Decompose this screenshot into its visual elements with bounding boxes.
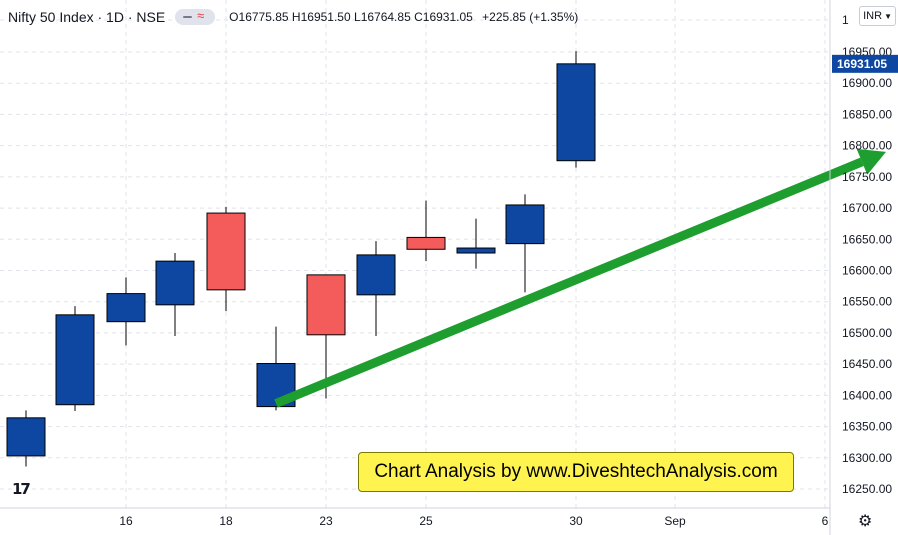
symbol-title[interactable]: Nifty 50 Index · 1D · NSE xyxy=(8,9,166,25)
candle xyxy=(106,277,146,346)
low-value: 16764.85 xyxy=(360,10,411,24)
minus-icon xyxy=(183,16,193,18)
candle xyxy=(356,241,396,337)
watermark-banner: Chart Analysis by www.DiveshtechAnalysis… xyxy=(358,452,794,492)
price-tick-label: 16400.00 xyxy=(842,388,892,402)
chart-legend: Nifty 50 Index · 1D · NSE ≈ O16775.85 H1… xyxy=(8,8,578,26)
price-tick-label: 16650.00 xyxy=(842,232,892,246)
candle-body xyxy=(505,204,545,245)
candle-body xyxy=(556,63,596,162)
price-tick-label: 16300.00 xyxy=(842,451,892,465)
time-tick-label: 16 xyxy=(119,514,133,528)
change-value: +225.85 (+1.35%) xyxy=(482,10,579,24)
price-tick-label: 16350.00 xyxy=(842,420,892,434)
price-tick-label: 16750.00 xyxy=(842,170,892,184)
current-price-label: 16931.05 xyxy=(837,57,887,71)
time-tick-label: 25 xyxy=(419,514,433,528)
candle-body xyxy=(456,247,496,254)
candle xyxy=(456,218,496,269)
chevron-down-icon: ▼ xyxy=(884,12,892,21)
price-tick-label: 16250.00 xyxy=(842,482,892,496)
candle-body xyxy=(106,293,146,323)
banner-text: Chart Analysis by www.DiveshtechAnalysis… xyxy=(374,461,778,482)
close-value: 16931.05 xyxy=(422,10,473,24)
tradingview-logo[interactable]: 17 xyxy=(12,480,31,498)
trend-arrow xyxy=(274,148,886,408)
trend-arrow-head xyxy=(856,148,886,175)
current-price-tag xyxy=(832,54,898,73)
time-axis: 16 18 23 25 30 Sep 6 xyxy=(119,514,828,528)
candle-body xyxy=(55,314,95,406)
ohlc-values: O16775.85 H16951.50 L16764.85 C16931.05 … xyxy=(229,10,579,24)
time-tick-label: 18 xyxy=(219,514,233,528)
compare-toggle[interactable]: ≈ xyxy=(175,8,216,25)
price-tick-label: 16550.00 xyxy=(842,295,892,309)
candle-body xyxy=(356,254,396,296)
time-tick-label: 23 xyxy=(319,514,333,528)
candle xyxy=(556,51,596,168)
wave-icon: ≈ xyxy=(197,8,205,23)
trend-arrow-shaft xyxy=(274,157,864,408)
candle-body xyxy=(6,417,46,457)
price-tick-label: 16900.00 xyxy=(842,76,892,90)
candle-body xyxy=(206,212,246,291)
candle xyxy=(155,253,195,337)
price-tick-label: 16850.00 xyxy=(842,107,892,121)
currency-button[interactable]: INR ▼ xyxy=(859,6,896,26)
price-tick-label: 16700.00 xyxy=(842,201,892,215)
open-value: 16775.85 xyxy=(238,10,289,24)
candle xyxy=(505,194,545,293)
candle xyxy=(206,206,246,312)
time-tick-label: Sep xyxy=(664,514,686,528)
price-tick-label: 16800.00 xyxy=(842,139,892,153)
price-tick-label: 16450.00 xyxy=(842,357,892,371)
candlestick-series xyxy=(6,51,596,467)
gear-icon[interactable]: ⚙ xyxy=(858,511,873,530)
candle xyxy=(55,306,95,411)
price-tick-label: 16500.00 xyxy=(842,326,892,340)
candle xyxy=(406,200,446,262)
chart-grid xyxy=(0,0,830,508)
candle xyxy=(6,410,46,467)
time-tick-label: 30 xyxy=(569,514,583,528)
price-tick-label: 1 xyxy=(842,13,849,27)
candle-body xyxy=(155,260,195,306)
time-tick-label: 6 xyxy=(822,514,829,528)
high-value: 16951.50 xyxy=(300,10,351,24)
candle xyxy=(306,274,346,399)
price-tick-label: 16600.00 xyxy=(842,264,892,278)
candle-body xyxy=(406,236,446,250)
candle-body xyxy=(306,274,346,336)
